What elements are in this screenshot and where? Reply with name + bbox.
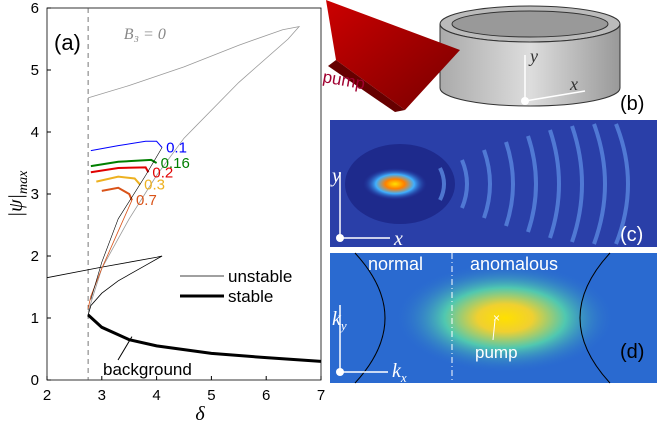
curve [90,140,163,152]
curve-label: 0.7 [136,192,157,209]
region-label: normal [368,254,423,274]
y-tick-label: 1 [31,310,39,327]
origin [336,368,344,376]
pump-label: pump [475,343,518,362]
annotation: background [103,360,192,379]
region-label: anomalous [470,254,558,274]
y-axis-label: |ψ|max [5,170,31,218]
curve [101,186,133,201]
curve [87,200,133,309]
dispersion-curve [354,252,386,384]
y-tick-label: 2 [31,248,39,265]
y-tick-label: 5 [31,62,39,79]
panel-label: (a) [54,30,81,55]
pump-beam-edge [328,60,405,112]
origin [336,234,344,242]
annotation: B₃ = 0 [124,26,166,43]
x-tick-label: 3 [98,387,106,404]
curve [46,255,163,316]
panel-label: (c) [620,224,643,246]
legend-label: stable [228,287,273,306]
curve [90,158,158,168]
pump-beam [326,0,460,110]
y-axis-label-sub: max [16,170,31,194]
x-axis-label: δ [195,403,205,425]
axis-label: y [330,165,341,187]
y-tick-label: 4 [31,124,39,141]
axis-label: x [569,74,578,94]
x-tick-label: 6 [262,387,270,404]
panel-d: normal anomalous × pump ky kx (d) [330,252,657,385]
curve-label: 0.3 [144,177,165,194]
spectrum [395,263,615,373]
axis-label-base: k [332,308,342,330]
y-tick-label: 3 [31,186,39,203]
axis-label-sub: x [400,370,407,385]
y-tick-label: 6 [31,0,39,17]
x-tick-label: 5 [207,387,215,404]
curve-label: 0.16 [161,155,190,172]
y-axis-label-main: |ψ| [5,194,27,217]
cylinder-side [439,23,621,107]
panel-a: (a) δ |ψ|max 2 3 4 5 6 7 0 1 2 3 4 5 6 0.10.160.20.30… [5,0,325,425]
legend-label: unstable [228,267,292,286]
dispersion-curve [579,252,611,384]
curve [96,175,141,186]
x-tick-label: 2 [43,387,51,404]
curve-label: 0.2 [152,164,173,181]
pump-arrow [492,319,496,341]
annotation-arrow [117,336,133,361]
y-tick-label: 0 [31,372,39,389]
axis-label: ky [332,308,347,333]
panel-b: pump y x (b) [321,0,644,115]
origin [521,97,529,105]
curve [90,147,163,300]
x-tick-label: 4 [152,387,160,404]
panel-label: (b) [620,93,644,115]
axis-label: y [528,46,538,66]
axis-label-sub: y [339,318,347,333]
curve [87,25,301,312]
panel-label: (d) [620,341,644,363]
axis-label: kx [392,360,407,385]
axis-label: x [393,228,403,250]
panel-c: y x (c) [330,120,657,250]
waves [438,123,630,245]
x-tick-label: 7 [317,387,325,404]
curve-label: 0.1 [166,140,187,157]
cylinder-hole [451,10,609,38]
axis-arrow [524,90,586,102]
soliton [363,168,427,200]
axis-label-base: k [392,360,402,382]
curve [87,313,322,363]
curve [90,166,150,174]
pump-marker: × [493,311,500,325]
